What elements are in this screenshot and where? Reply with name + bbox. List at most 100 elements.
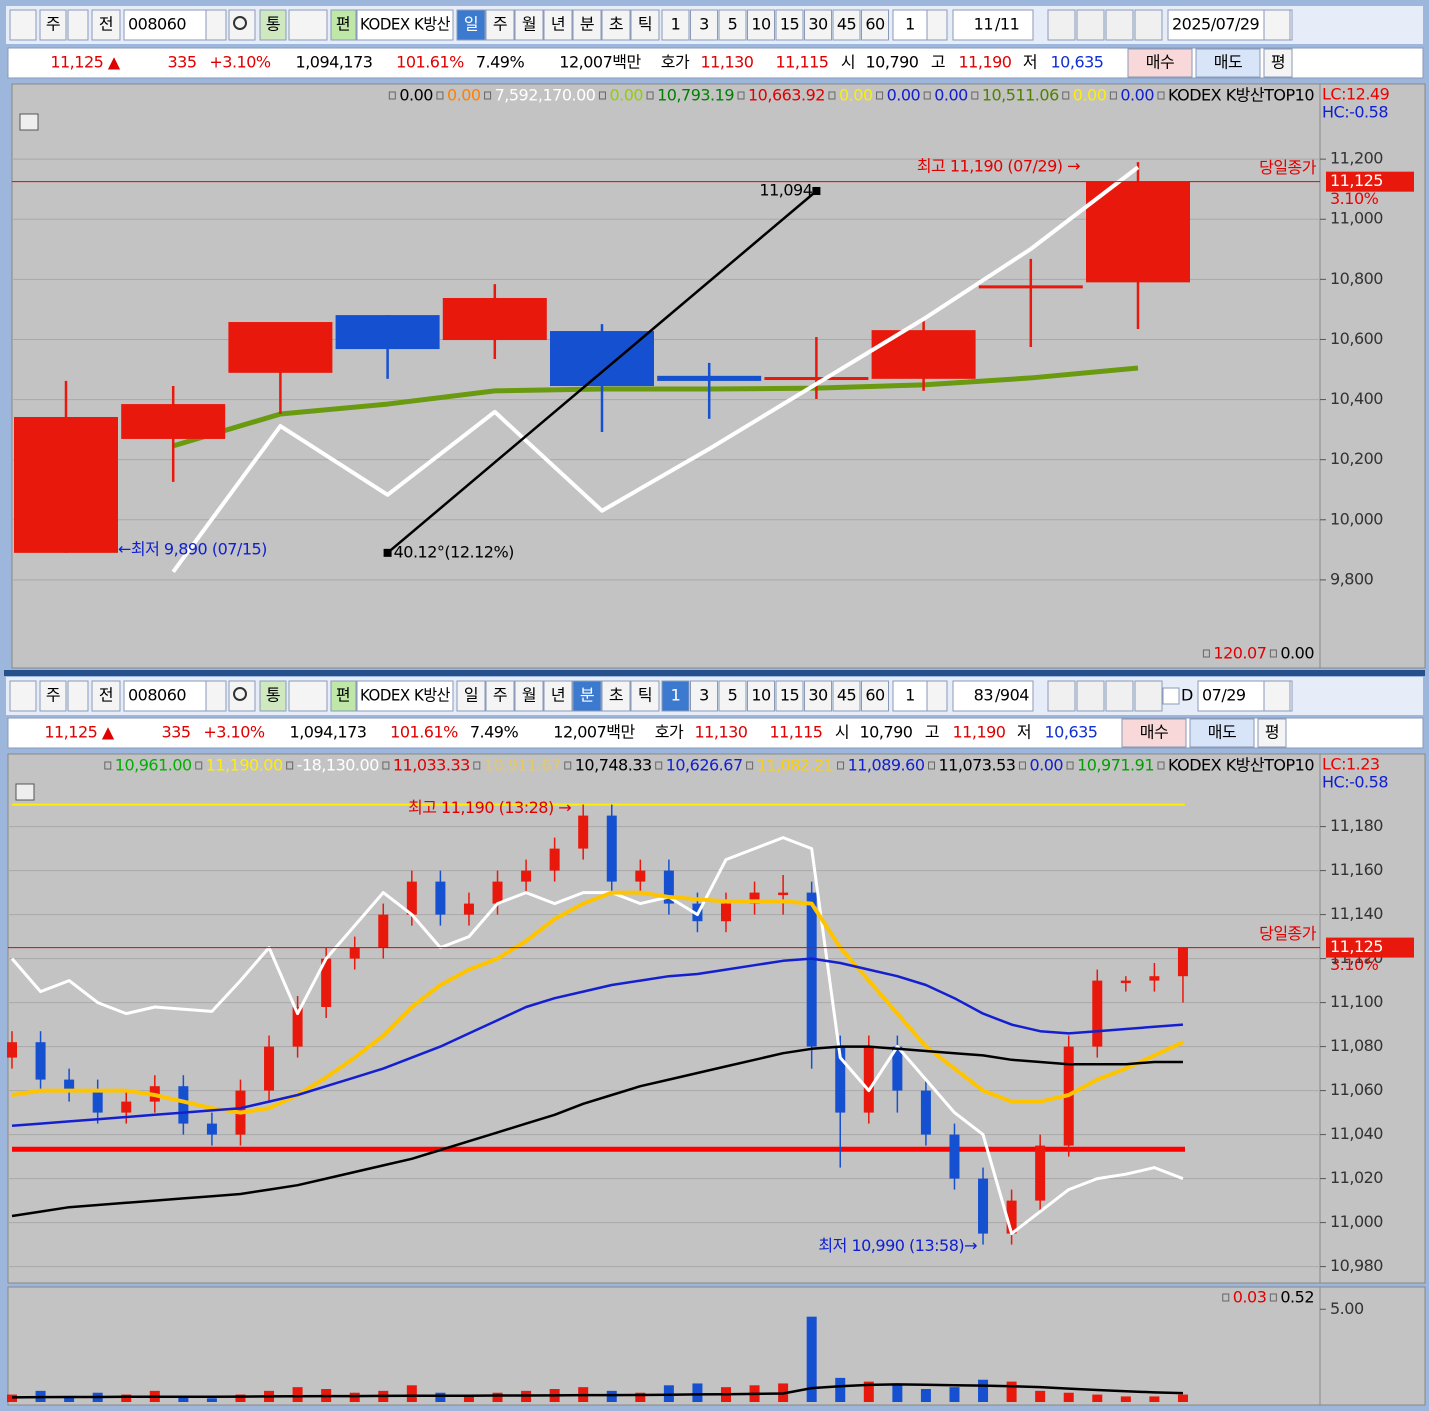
layout-button[interactable] bbox=[9, 9, 37, 41]
checkbox[interactable] bbox=[1162, 687, 1180, 705]
tool-button[interactable] bbox=[1134, 680, 1163, 712]
period-button[interactable] bbox=[601, 680, 631, 712]
candle-body bbox=[578, 815, 589, 849]
hc: HC:-0.58 bbox=[1322, 773, 1388, 792]
period-button[interactable] bbox=[630, 9, 660, 41]
dropdown[interactable] bbox=[67, 680, 89, 712]
interval-button[interactable] bbox=[690, 680, 718, 712]
y-tick-label: 11,040 bbox=[1330, 1124, 1383, 1143]
interval: 10 bbox=[751, 686, 771, 705]
period-button[interactable] bbox=[456, 9, 486, 41]
tool-button[interactable] bbox=[1105, 9, 1134, 41]
calendar-button[interactable] bbox=[1263, 9, 1291, 41]
period-button[interactable] bbox=[543, 680, 573, 712]
pyeon-button[interactable] bbox=[330, 680, 357, 712]
dropdown[interactable] bbox=[67, 9, 89, 41]
search-button[interactable] bbox=[228, 9, 256, 41]
period-button[interactable] bbox=[485, 680, 515, 712]
info-item: 호가 bbox=[655, 723, 684, 742]
period: 주 bbox=[493, 686, 507, 705]
tool-button[interactable] bbox=[1047, 9, 1076, 41]
search-button[interactable] bbox=[228, 680, 256, 712]
interval: 1 bbox=[671, 686, 681, 705]
interval: 60 bbox=[865, 686, 885, 705]
trade-button[interactable] bbox=[1195, 48, 1261, 78]
legend-item: 120.07 bbox=[1213, 644, 1266, 663]
sound-button[interactable] bbox=[288, 9, 328, 41]
legend-swatch bbox=[1109, 91, 1117, 100]
info-item: 12,007백만 bbox=[559, 53, 641, 72]
interval-button[interactable] bbox=[804, 680, 832, 712]
period-button[interactable] bbox=[514, 9, 544, 41]
interval-button[interactable] bbox=[832, 680, 861, 712]
volume-bar bbox=[406, 1385, 417, 1402]
sound-button[interactable] bbox=[288, 680, 328, 712]
legend-item: 0.00 bbox=[1120, 86, 1154, 105]
trade-button[interactable] bbox=[1263, 48, 1293, 78]
volume-bar bbox=[949, 1387, 960, 1402]
trade-button[interactable] bbox=[1121, 718, 1187, 748]
y-tick-label: 11,160 bbox=[1330, 860, 1383, 879]
dropdown[interactable] bbox=[205, 9, 227, 41]
tool-button[interactable] bbox=[1076, 680, 1105, 712]
volume-bar bbox=[1006, 1381, 1017, 1402]
tool-button[interactable] bbox=[1047, 680, 1076, 712]
candle-body bbox=[378, 914, 389, 948]
period-button[interactable] bbox=[572, 680, 602, 712]
legend-item: 11,033.33 bbox=[393, 756, 470, 775]
pyeon-button[interactable] bbox=[330, 9, 357, 41]
interval-button[interactable] bbox=[690, 9, 718, 41]
period-button[interactable] bbox=[514, 680, 544, 712]
period-button[interactable] bbox=[485, 9, 515, 41]
info-item: 시 bbox=[841, 53, 855, 72]
interval-button[interactable] bbox=[861, 680, 889, 712]
trade-button[interactable] bbox=[1127, 48, 1193, 78]
prev-button[interactable] bbox=[91, 680, 121, 712]
period-button[interactable] bbox=[630, 680, 660, 712]
candle-body bbox=[14, 416, 118, 553]
dropdown[interactable] bbox=[205, 680, 227, 712]
interval-button[interactable] bbox=[718, 680, 747, 712]
candle-body bbox=[871, 330, 976, 379]
interval-button[interactable] bbox=[747, 9, 775, 41]
tool-button[interactable] bbox=[1076, 9, 1105, 41]
info-item: 고 bbox=[931, 53, 945, 72]
tool-button[interactable] bbox=[1105, 680, 1134, 712]
interval-button[interactable] bbox=[804, 9, 832, 41]
legend-swatch bbox=[1157, 91, 1165, 100]
volume-bar bbox=[206, 1398, 217, 1402]
tong-button[interactable] bbox=[259, 9, 287, 41]
market-select[interactable] bbox=[39, 680, 67, 712]
period-button[interactable] bbox=[543, 9, 573, 41]
interval-button[interactable] bbox=[775, 680, 804, 712]
interval-button[interactable] bbox=[861, 9, 889, 41]
legend-item: 0.00 bbox=[1029, 756, 1063, 775]
interval-button[interactable] bbox=[661, 9, 690, 41]
period-button[interactable] bbox=[572, 9, 602, 41]
period-button[interactable] bbox=[456, 680, 486, 712]
interval: 30 bbox=[808, 686, 828, 705]
dropdown[interactable] bbox=[926, 680, 948, 712]
tool-button[interactable] bbox=[1134, 9, 1163, 41]
layout-button[interactable] bbox=[9, 680, 37, 712]
interval-button[interactable] bbox=[747, 680, 775, 712]
candle-body bbox=[721, 903, 731, 922]
interval-button[interactable] bbox=[718, 9, 747, 41]
line-series bbox=[172, 365, 1139, 449]
tong-button[interactable] bbox=[259, 680, 287, 712]
y-tick-label: 11,200 bbox=[1330, 149, 1383, 168]
multiplier-box[interactable] bbox=[892, 9, 928, 41]
calendar-button[interactable] bbox=[1263, 680, 1291, 712]
trade-button[interactable] bbox=[1257, 718, 1287, 748]
trade-button[interactable] bbox=[1189, 718, 1255, 748]
interval-button[interactable] bbox=[775, 9, 804, 41]
market-select[interactable] bbox=[39, 9, 67, 41]
interval-button[interactable] bbox=[661, 680, 690, 712]
prev-button[interactable] bbox=[91, 9, 121, 41]
legend-swatch bbox=[837, 761, 845, 770]
code-input[interactable] bbox=[123, 680, 207, 712]
period-button[interactable] bbox=[601, 9, 631, 41]
candle-body bbox=[764, 377, 869, 381]
interval-button[interactable] bbox=[832, 9, 861, 41]
dropdown[interactable] bbox=[926, 9, 948, 41]
